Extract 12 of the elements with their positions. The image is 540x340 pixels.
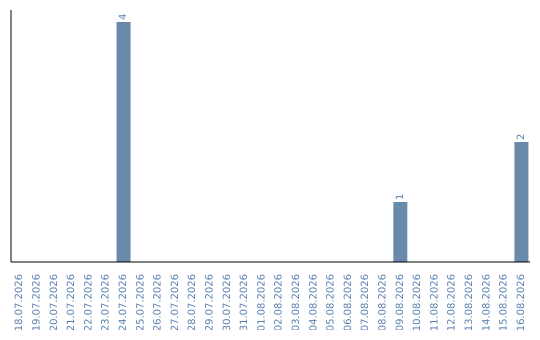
data-label: 2 — [516, 134, 527, 140]
x-tick-label: 15.08.2026 — [498, 274, 510, 332]
x-tick-label: 16.08.2026 — [516, 274, 527, 332]
x-tick-label: 12.08.2026 — [446, 274, 458, 332]
x-tick-label: 10.08.2026 — [412, 274, 424, 332]
data-label: 1 — [394, 194, 406, 200]
x-tick-label: 11.08.2026 — [429, 274, 440, 332]
x-tick-label: 19.07.2026 — [31, 274, 42, 332]
x-tick-label: 13.08.2026 — [464, 274, 475, 332]
x-tick-label: 14.08.2026 — [481, 274, 492, 332]
x-tick-label: 18.07.2026 — [14, 274, 26, 332]
data-label: 4 — [118, 14, 130, 20]
